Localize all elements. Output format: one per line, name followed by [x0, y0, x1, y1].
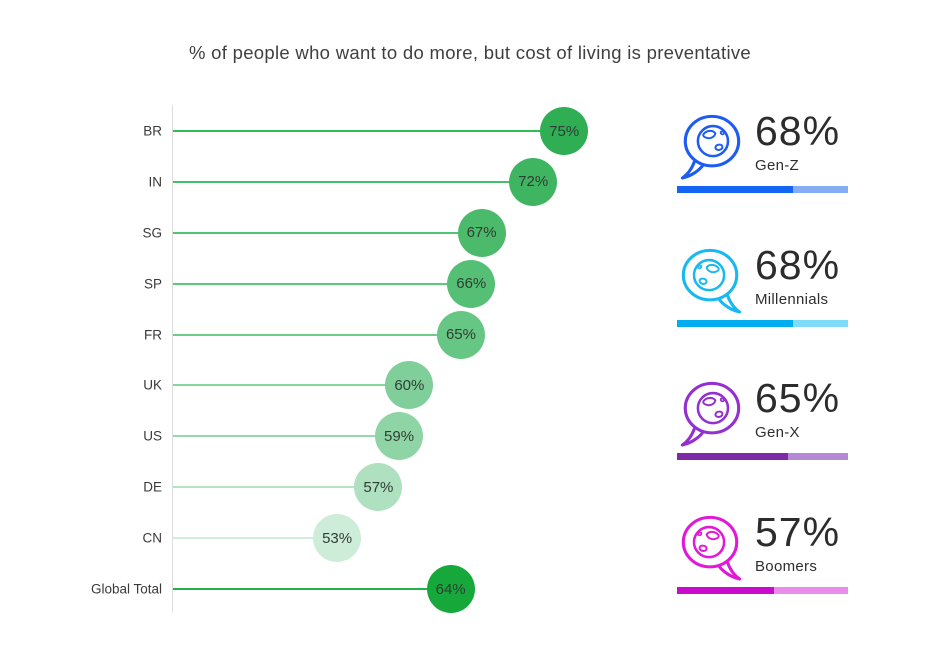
- value-bubble: 59%: [375, 412, 424, 461]
- generation-text: 65% Gen-X: [755, 374, 840, 441]
- category-label: SG: [142, 225, 162, 241]
- generation-value: 57%: [755, 509, 841, 556]
- stem-line: [173, 384, 410, 387]
- generation-panel: 68% Gen-Z 68% Millennials: [660, 0, 940, 657]
- category-label: Global Total: [90, 581, 162, 597]
- generation-label: Gen-Z: [755, 157, 800, 174]
- generation-progress-fill: [677, 319, 794, 327]
- lollipop-chart: BR 75% IN 72% SG 67% SP 66% FR 65% UK 60% US 59% DE 57%…: [90, 105, 589, 613]
- category-label: CN: [142, 530, 163, 546]
- stem-line: [173, 231, 482, 234]
- generation-text: 68% Gen-Z: [755, 107, 840, 174]
- value-bubble: 64%: [426, 565, 475, 613]
- category-label: US: [143, 428, 162, 444]
- category-label: DE: [143, 479, 162, 495]
- value-bubble: 75%: [540, 107, 589, 155]
- generation-progress-bar: [677, 453, 848, 461]
- stem-line: [173, 282, 472, 285]
- value-bubble: 65%: [436, 310, 485, 359]
- generation-label: Gen-X: [755, 424, 800, 442]
- generation-section-gen-z: 68% Gen-Z: [660, 107, 920, 217]
- value-bubble: 67%: [457, 208, 506, 257]
- stem-line: [173, 333, 461, 336]
- chart-title: % of people who want to do more, but cos…: [188, 42, 752, 63]
- stem-line: [173, 588, 451, 590]
- stem-line: [173, 435, 400, 438]
- generation-progress-fill: [677, 186, 794, 193]
- stem-line: [173, 537, 338, 540]
- generation-progress-bar: [677, 186, 848, 193]
- globe-speech-bubble-icon: [678, 511, 744, 581]
- generation-text: 57% Boomers: [755, 508, 840, 575]
- globe-speech-bubble-icon: [678, 377, 744, 447]
- value-bubble: 53%: [313, 514, 362, 563]
- generation-section-gen-x: 65% Gen-X: [660, 374, 920, 484]
- category-label: SP: [143, 276, 162, 292]
- generation-label: Boomers: [755, 558, 818, 576]
- value-bubble: 66%: [447, 259, 496, 308]
- category-label: FR: [144, 327, 162, 343]
- generation-progress-fill: [677, 587, 775, 595]
- category-label: UK: [143, 377, 162, 393]
- generation-value: 68%: [755, 241, 841, 288]
- generation-progress-bar: [677, 319, 848, 327]
- category-label: IN: [148, 174, 163, 190]
- stem-line: [173, 130, 565, 132]
- generation-text: 68% Millennials: [755, 241, 840, 308]
- globe-speech-bubble-icon: [678, 110, 744, 180]
- generation-section-boomers: 57% Boomers: [660, 508, 920, 618]
- stem-line: [173, 180, 534, 183]
- y-axis-line: [172, 105, 173, 612]
- generation-label: Millennials: [755, 290, 829, 308]
- generation-value: 68%: [755, 108, 841, 154]
- stem-line: [173, 486, 379, 489]
- generation-progress-fill: [677, 453, 789, 461]
- generation-value: 65%: [755, 375, 841, 422]
- value-bubble: 60%: [385, 361, 434, 410]
- value-bubble: 72%: [509, 157, 558, 206]
- generation-section-millennials: 68% Millennials: [660, 241, 920, 351]
- value-bubble: 57%: [354, 463, 403, 512]
- globe-speech-bubble-icon: [678, 244, 744, 314]
- generation-progress-bar: [677, 587, 848, 595]
- category-label: BR: [143, 123, 162, 139]
